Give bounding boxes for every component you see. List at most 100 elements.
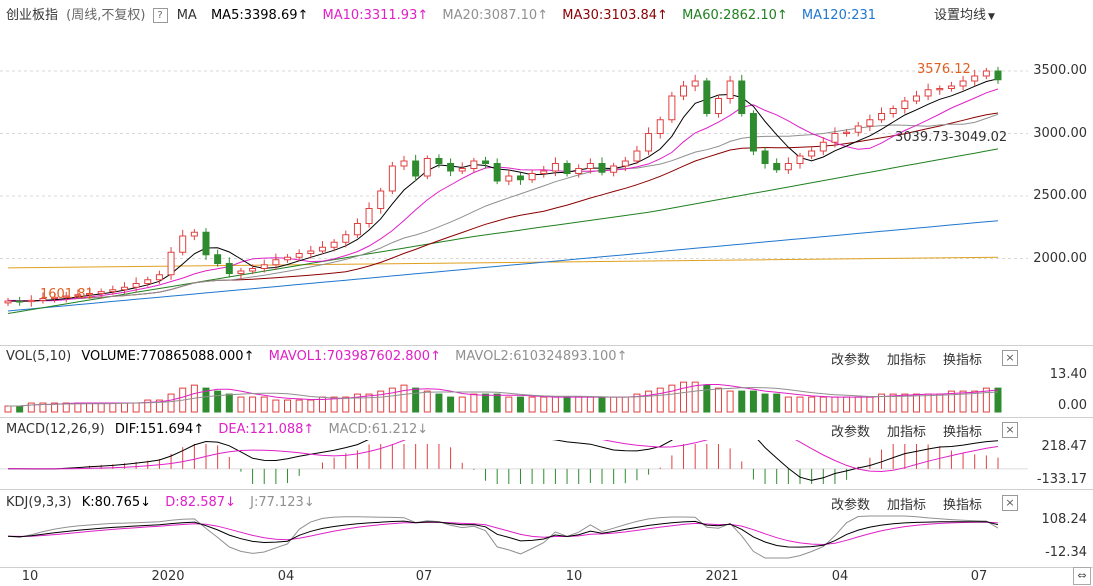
macd-switch-button[interactable]: 换指标 bbox=[943, 425, 983, 440]
volume-bar bbox=[295, 399, 303, 413]
divider bbox=[0, 417, 1093, 418]
candle-body bbox=[97, 291, 105, 294]
kdj-close-icon[interactable]: × bbox=[1002, 495, 1018, 511]
volume-bar bbox=[563, 396, 571, 413]
candle-body bbox=[272, 259, 280, 266]
scroll-icon[interactable]: ⇔ bbox=[1073, 567, 1091, 585]
candle-body bbox=[878, 113, 886, 121]
volume-bar bbox=[249, 396, 257, 413]
volume-bar bbox=[353, 393, 361, 413]
up-arrow-icon: ↑ bbox=[430, 349, 441, 364]
volume-bar bbox=[225, 393, 233, 413]
down-arrow-icon: ↓ bbox=[225, 495, 236, 510]
volume-bar bbox=[482, 393, 490, 413]
candle-body bbox=[225, 263, 233, 274]
vol-switch-button[interactable]: 换指标 bbox=[943, 353, 983, 368]
volume-bar bbox=[62, 402, 70, 413]
volume-bar bbox=[86, 402, 94, 413]
vol-legend: VOL(5,10) VOLUME:770865088.000↑ MAVOL1:7… bbox=[6, 348, 627, 366]
x-tick-label: 07 bbox=[970, 569, 988, 584]
j-value: J:77.123 bbox=[250, 495, 304, 510]
volume-bar bbox=[656, 387, 664, 413]
candle-body bbox=[610, 165, 618, 173]
x-axis: 10 2020 04 07 10 2021 04 07 bbox=[0, 569, 1093, 586]
up-arrow-icon: ↑ bbox=[303, 422, 315, 437]
main-legend: 创业板指 (周线,不复权) ? MA MA5:3398.69↑ MA10:331… bbox=[6, 7, 876, 25]
volume-bar bbox=[819, 396, 827, 413]
candle-body bbox=[749, 113, 757, 152]
volume-bar bbox=[610, 396, 618, 413]
kdj-chart[interactable] bbox=[0, 512, 1030, 562]
candle-body bbox=[51, 296, 59, 299]
kdj-legend: KDJ(9,3,3) K:80.765↓ D:82.587↓ J:77.123↓ bbox=[6, 494, 315, 512]
volume-bar bbox=[645, 390, 653, 413]
candle-body bbox=[4, 300, 12, 304]
x-tick-label: 04 bbox=[277, 569, 295, 584]
candle-body bbox=[516, 175, 524, 181]
candle-body bbox=[831, 133, 839, 143]
volume-bar bbox=[377, 390, 385, 413]
volume-bar bbox=[808, 396, 816, 413]
volume-bar bbox=[493, 393, 501, 413]
candle-body bbox=[470, 160, 478, 169]
vol-tick-top: 13.40 bbox=[1049, 367, 1087, 382]
candle-body bbox=[656, 119, 664, 134]
ma120-value: MA120:231 bbox=[801, 8, 877, 23]
vol-add-button[interactable]: 加指标 bbox=[887, 353, 927, 368]
up-arrow-icon: ↑ bbox=[297, 8, 309, 23]
volume-bar bbox=[447, 396, 455, 413]
volume-bar bbox=[307, 399, 315, 413]
range-label: 3039.73-3049.02 bbox=[895, 130, 1008, 145]
y-tick-3000: 3000.00 bbox=[1033, 126, 1087, 141]
ma20-value: MA20:3087.10 bbox=[442, 8, 538, 23]
ma10-line bbox=[7, 88, 999, 302]
candle-body bbox=[365, 208, 373, 224]
candlestick-chart[interactable] bbox=[0, 28, 1030, 344]
volume-bar bbox=[458, 396, 466, 413]
volume-bar bbox=[994, 387, 1002, 413]
volume-bar bbox=[598, 396, 606, 413]
volume-bar bbox=[621, 396, 629, 413]
kdj-add-button[interactable]: 加指标 bbox=[887, 498, 927, 513]
candle-body bbox=[39, 298, 47, 301]
volume-bar bbox=[144, 399, 152, 413]
volume-bar bbox=[27, 402, 35, 413]
macd-add-button[interactable]: 加指标 bbox=[887, 425, 927, 440]
volume-bar bbox=[924, 393, 932, 413]
ma-settings-button[interactable]: 设置均线 ▼ bbox=[934, 7, 995, 26]
candle-body bbox=[819, 141, 827, 152]
dif-value: DIF:151.694 bbox=[114, 422, 194, 437]
macd-close-icon[interactable]: × bbox=[1002, 422, 1018, 438]
volume-bar bbox=[738, 390, 746, 413]
kdj-params-button[interactable]: 改参数 bbox=[831, 498, 871, 513]
volume-chart[interactable] bbox=[0, 368, 1030, 414]
candle-body bbox=[388, 165, 396, 192]
candle-body bbox=[866, 119, 874, 127]
d-line bbox=[7, 521, 999, 546]
vol-params-button[interactable]: 改参数 bbox=[831, 353, 871, 368]
down-arrow-icon: ↓ bbox=[303, 495, 315, 510]
candle-body bbox=[120, 286, 128, 291]
volume-bar bbox=[132, 402, 140, 413]
candle-body bbox=[971, 75, 979, 82]
candle-body bbox=[435, 158, 443, 164]
y-tick-2000: 2000.00 bbox=[1033, 251, 1087, 266]
x-tick-label: 07 bbox=[415, 569, 433, 584]
dif-line bbox=[8, 440, 999, 481]
candle-body bbox=[62, 295, 70, 298]
vol-close-icon[interactable]: × bbox=[1002, 350, 1018, 366]
macd-params-button[interactable]: 改参数 bbox=[831, 425, 871, 440]
candle-body bbox=[295, 253, 303, 258]
candle-body bbox=[621, 160, 629, 167]
help-icon[interactable]: ? bbox=[152, 8, 168, 23]
candle-body bbox=[284, 256, 292, 261]
ma5-value: MA5:3398.69 bbox=[210, 8, 298, 23]
kdj-switch-button[interactable]: 换指标 bbox=[943, 498, 983, 513]
vol-tick-bottom: 0.00 bbox=[1058, 398, 1087, 413]
candle-body bbox=[994, 70, 1002, 81]
volume-bar bbox=[971, 390, 979, 413]
y-tick-2500: 2500.00 bbox=[1033, 188, 1087, 203]
candle-body bbox=[458, 168, 466, 172]
macd-chart[interactable] bbox=[0, 440, 1030, 486]
ma20-line bbox=[7, 113, 999, 302]
